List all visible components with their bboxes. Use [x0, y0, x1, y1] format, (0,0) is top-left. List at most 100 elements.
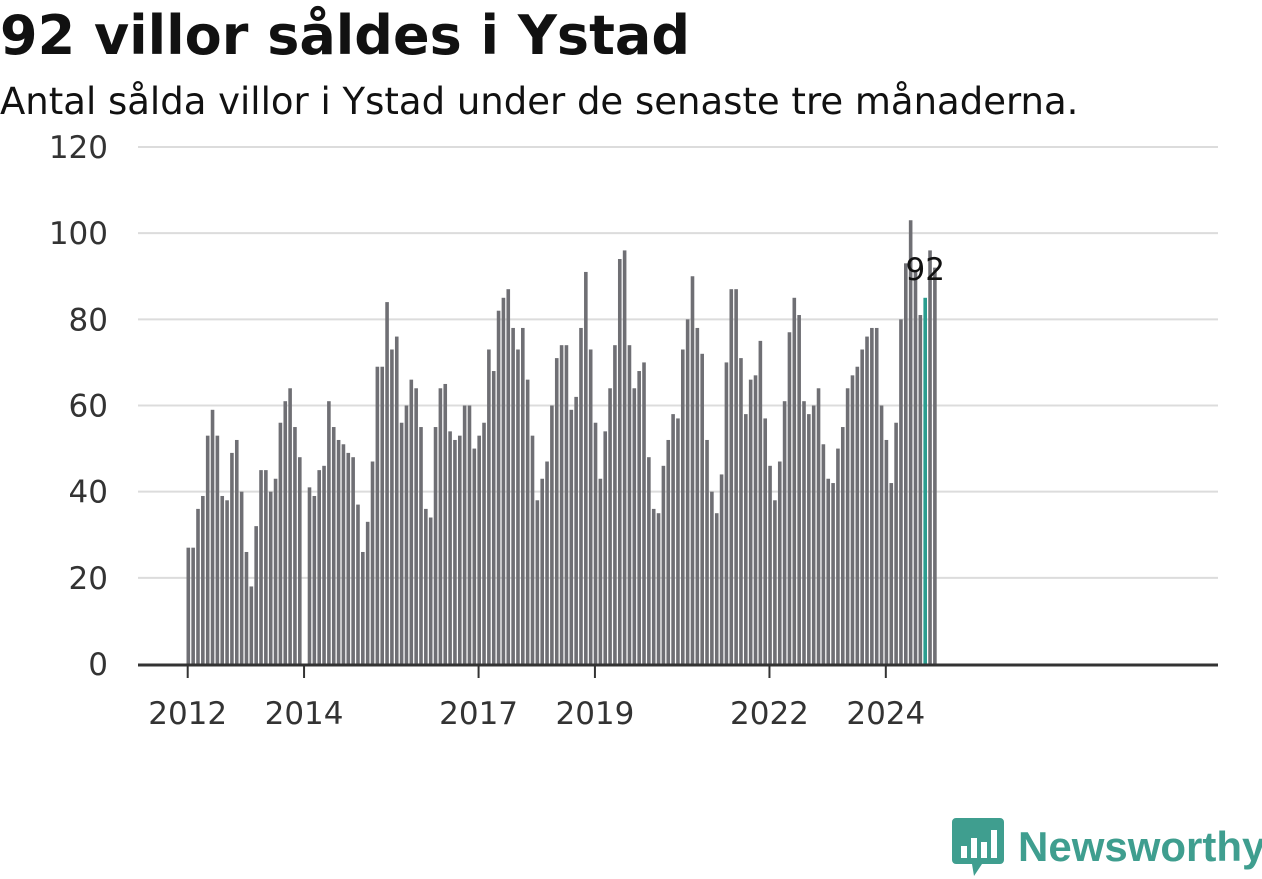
bar-116: [748, 379, 753, 664]
bar-70: [525, 379, 530, 664]
bar-38: [370, 461, 375, 664]
bar-75: [550, 405, 554, 664]
brand-logo: Newsworthy: [952, 818, 1262, 876]
bar-64: [496, 310, 501, 664]
bar-97: [656, 513, 661, 664]
bar-50: [428, 517, 433, 664]
x-tick-label-2017: 2017: [439, 696, 518, 732]
y-tick-label-120: 120: [49, 130, 108, 166]
bar-60: [477, 435, 481, 664]
bar-131: [821, 444, 826, 664]
bar-105: [695, 327, 700, 664]
bar-62: [487, 349, 491, 664]
bar-147: [899, 319, 903, 664]
bar-12: [244, 551, 249, 664]
bar-18: [273, 478, 278, 664]
bar-117: [753, 375, 758, 664]
bar-53: [443, 383, 448, 664]
bar-69: [521, 327, 525, 664]
bar-17: [268, 491, 273, 664]
bar-21: [288, 388, 292, 664]
bar-77: [559, 345, 564, 664]
bar-41: [385, 302, 389, 664]
bar-153: [928, 250, 932, 664]
bar-32: [341, 444, 346, 664]
bar-9: [230, 452, 234, 664]
bar-107: [705, 439, 709, 664]
y-tick-label-60: 60: [69, 389, 108, 425]
bar-6: [215, 435, 220, 664]
chart-title: 92 villor såldes i Ystad: [0, 4, 690, 67]
bar-15: [259, 470, 263, 664]
bar-26: [312, 495, 317, 664]
bar-57: [462, 405, 467, 664]
bar-124: [787, 332, 792, 664]
bar-150: [913, 271, 918, 664]
bar-88: [613, 345, 617, 664]
bar-96: [651, 508, 656, 664]
bar-1: [191, 547, 195, 664]
bar-134: [836, 448, 840, 664]
bar-148: [904, 263, 908, 664]
bar-68: [516, 349, 520, 664]
bar-91: [627, 345, 632, 664]
tick-labels: 0 20 40 60 80 100 120 92 2012 2014 2017 2019 2022 202…: [49, 130, 945, 732]
bar-80: [574, 396, 578, 664]
bar-86: [603, 431, 608, 664]
bar-126: [797, 315, 801, 664]
bar-49: [424, 508, 428, 664]
bar-56: [457, 435, 462, 664]
bar-28: [322, 465, 326, 664]
bar-25: [307, 487, 312, 664]
bar-14: [254, 526, 258, 664]
bar-79: [569, 409, 574, 664]
bar-2: [196, 508, 200, 664]
y-tick-label-0: 0: [88, 647, 108, 683]
bar-122: [777, 461, 782, 664]
bar-95: [647, 457, 651, 664]
bar-127: [802, 401, 806, 664]
bar-61: [482, 422, 486, 664]
bar-104: [690, 276, 695, 664]
bar-113: [734, 289, 738, 664]
bar-37: [365, 521, 370, 664]
bar-144: [884, 439, 889, 664]
bar-73: [540, 478, 545, 664]
bar-109: [714, 513, 719, 664]
bar-123: [782, 401, 787, 664]
bar-92: [632, 388, 637, 664]
bar-58: [467, 405, 472, 664]
bar-4: [205, 435, 210, 664]
bar-20: [283, 401, 288, 664]
x-tick-label-2022: 2022: [730, 696, 809, 732]
bar-67: [511, 327, 515, 664]
x-axis: [138, 663, 1218, 678]
bar-128: [807, 414, 811, 664]
bar-138: [855, 366, 860, 664]
y-tick-label-40: 40: [69, 475, 108, 511]
x-tick-label-2019: 2019: [555, 696, 634, 732]
bar-23: [298, 457, 302, 664]
bar-19: [278, 422, 283, 664]
bar-114: [739, 358, 743, 664]
bar-31: [336, 439, 341, 664]
bar-36: [361, 551, 365, 664]
bar-145: [889, 483, 894, 664]
bar-47: [414, 388, 418, 664]
bar-30: [331, 427, 336, 664]
bar-52: [438, 388, 443, 664]
y-tick-label-100: 100: [49, 216, 108, 252]
bar-112: [729, 289, 734, 664]
bar-87: [608, 388, 612, 664]
bar-100: [671, 414, 675, 664]
brand-name: Newsworthy: [1018, 823, 1262, 870]
bar-51: [433, 427, 438, 664]
bar-137: [850, 375, 855, 664]
bar-66: [506, 289, 511, 664]
bar-84: [593, 422, 598, 664]
bar-85: [598, 478, 603, 664]
bar-143: [879, 405, 884, 664]
bar-82: [584, 271, 588, 664]
bar-140: [865, 336, 869, 664]
bar-129: [811, 405, 816, 664]
